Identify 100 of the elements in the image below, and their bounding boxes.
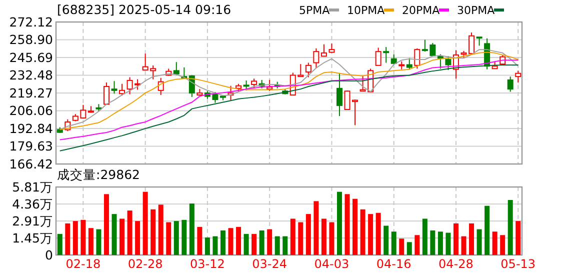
bar: [306, 214, 311, 255]
candlestick: [406, 58, 412, 70]
candlestick: [507, 76, 514, 92]
bar: [204, 237, 210, 255]
bar: [267, 229, 272, 255]
legend-label: 5PMA: [299, 4, 330, 17]
bar: [220, 230, 226, 255]
y-tick-label: 4.36万: [12, 196, 53, 212]
bar: [189, 204, 194, 255]
x-tick-label: 05-13: [500, 257, 536, 271]
bar: [150, 209, 156, 255]
legend-label: 30PMA: [457, 4, 496, 17]
bar: [236, 226, 242, 255]
bar: [104, 194, 109, 255]
bar: [259, 230, 264, 255]
y-tick-label: 192.84: [9, 120, 54, 136]
x-tick-label: 02-18: [66, 257, 101, 271]
y-tick-label: 219.27: [9, 85, 53, 100]
candlestick: [251, 78, 258, 88]
bar: [438, 232, 443, 255]
bar: [492, 232, 498, 255]
bar: [314, 201, 319, 255]
bar: [352, 198, 358, 255]
candlestick: [119, 83, 126, 96]
bar: [212, 236, 218, 255]
y-tick-label: 232.48: [9, 68, 54, 83]
y-tick-label: 0: [45, 247, 54, 262]
x-tick-label: 04-16: [376, 257, 412, 271]
bar: [96, 229, 102, 255]
bar: [336, 192, 342, 255]
bar: [508, 200, 513, 255]
y-tick-label: 179.63: [9, 138, 53, 154]
bar: [65, 223, 70, 255]
bar: [430, 230, 436, 255]
y-tick-label: 166.42: [9, 156, 53, 172]
candlestick: [305, 62, 312, 78]
bar: [182, 220, 187, 255]
bar: [376, 212, 381, 255]
bar: [461, 236, 466, 255]
bar: [476, 229, 482, 255]
x-tick-label: 04-03: [314, 257, 350, 271]
bar: [228, 228, 234, 255]
candlestick: [390, 54, 397, 64]
bar: [344, 194, 350, 255]
y-tick-label: 272.12: [9, 14, 53, 30]
bar: [391, 232, 396, 255]
candlestick: [173, 62, 180, 76]
candlestick: [515, 70, 522, 83]
bar: [406, 242, 412, 255]
bar: [80, 220, 86, 255]
bar: [57, 234, 62, 255]
bar: [112, 214, 117, 255]
bar: [127, 210, 132, 255]
bar: [120, 218, 125, 255]
bar: [135, 221, 140, 255]
bar: [197, 226, 202, 255]
bar: [166, 222, 172, 255]
bar: [142, 192, 148, 255]
candlestick: [313, 48, 320, 68]
bar: [368, 214, 374, 255]
bar: [321, 218, 326, 255]
candlestick: [445, 56, 452, 70]
bar: [500, 235, 506, 255]
x-tick-label: 03-12: [190, 257, 225, 271]
bar: [384, 226, 389, 255]
legend-label: 20PMA: [402, 4, 440, 17]
bar: [446, 232, 451, 255]
candlestick: [375, 47, 382, 66]
bar: [290, 218, 296, 255]
y-tick-label: 206.06: [9, 103, 54, 118]
y-tick-label: 258.90: [9, 32, 54, 48]
y-tick-label: 245.69: [9, 50, 54, 65]
bar: [174, 221, 179, 255]
x-tick-label: 04-28: [438, 257, 474, 271]
legend-label: 10PMA: [347, 4, 386, 17]
bar: [360, 209, 366, 255]
bar: [158, 204, 164, 255]
y-tick-label: 2.91万: [12, 213, 53, 228]
bar: [414, 235, 420, 255]
candlestick: [383, 46, 390, 64]
bar: [329, 222, 334, 255]
chart-title: 成交量:29862: [57, 167, 140, 182]
bar: [274, 236, 280, 255]
candlestick: [336, 72, 342, 117]
bar: [252, 234, 257, 255]
candlestick: [243, 80, 250, 91]
candlestick: [414, 48, 420, 70]
candlestick: [103, 82, 110, 106]
bar: [399, 238, 404, 255]
bar: [282, 236, 288, 255]
bar: [422, 218, 428, 255]
bar: [516, 221, 521, 255]
x-tick-label: 02-28: [128, 257, 163, 271]
chart-title: [688235] 2025-05-14 09:16: [57, 2, 232, 17]
bar: [88, 228, 94, 255]
bar: [244, 234, 249, 255]
x-tick-label: 03-24: [252, 257, 288, 271]
bar: [298, 222, 304, 255]
y-tick-label: 1.45万: [12, 230, 53, 246]
bar: [72, 221, 78, 255]
